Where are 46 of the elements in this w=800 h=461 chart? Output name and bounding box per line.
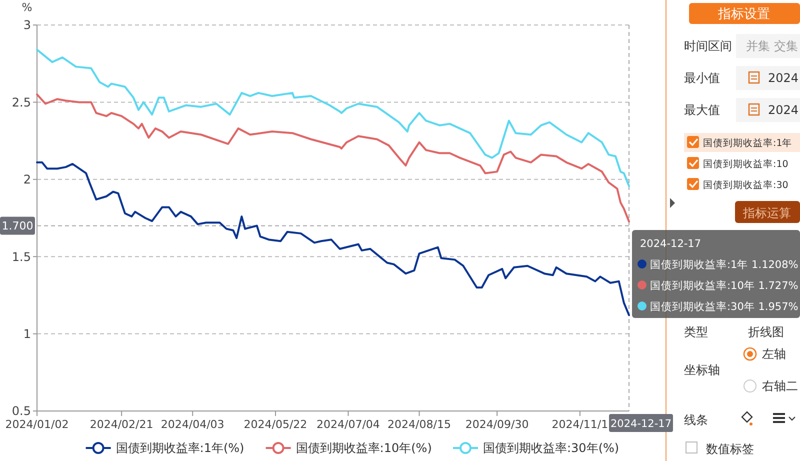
ref-line-label: 1.700 [2, 220, 34, 233]
text: 国债到期收益率:30 [703, 179, 788, 191]
x-tick-label: 2024/07/04 [316, 418, 380, 431]
x-tick-label: 2024/05/22 [244, 418, 308, 431]
text: 2024-12-17 [640, 238, 702, 250]
text: 国债到期收益率:30年 1.957% [650, 300, 798, 313]
text: 交集 [774, 39, 798, 53]
y-tick-label: 1.5 [12, 250, 31, 264]
x-tick-label: 2024/11/1 [552, 418, 608, 431]
y-axis-title: % [22, 1, 32, 14]
y-tick-label: 2.5 [12, 95, 31, 110]
line-series [36, 161, 630, 316]
x-tick-label: 2024/02/21 [90, 418, 154, 431]
text: 国债到期收益率:10 [703, 158, 788, 170]
text: 最大值 [684, 103, 720, 117]
y-tick-label: 0.5 [12, 404, 31, 418]
line-series [36, 48, 630, 188]
text: 指标设置 [717, 7, 770, 22]
legend-label: 国债到期收益率:1年(%) [116, 441, 244, 456]
ref-line-label: 2024-12-17 [610, 418, 672, 430]
x-tick-label: 2024/08/15 [388, 418, 451, 431]
text: 时间区间 [684, 39, 732, 53]
text: 数值标签 [706, 442, 754, 456]
x-tick-label: 2024/09/30 [465, 418, 529, 431]
text: 国债到期收益率:1年 1.1208% [650, 258, 798, 271]
y-tick-label: 1 [23, 327, 31, 341]
text: 指标运算 [742, 206, 791, 220]
text: 最小值 [684, 71, 720, 85]
y-tick-label: 3 [23, 18, 31, 32]
y-tick-label: 2 [23, 172, 31, 187]
text: 坐标轴 [684, 363, 720, 377]
line-series [36, 93, 630, 223]
text: 2024 [768, 103, 799, 117]
text: 国债到期收益率:10年 1.727% [650, 279, 798, 292]
text: 左轴 [762, 347, 786, 361]
legend-label: 国债到期收益率:30年(%) [483, 441, 620, 456]
x-tick-label: 2024/01/02 [5, 418, 69, 431]
legend-label: 国债到期收益率:10年(%) [296, 441, 432, 456]
text: 并集 [746, 39, 770, 53]
text: 国债到期收益率:1年 [703, 137, 792, 149]
text: 右轴二 [762, 379, 798, 393]
text: 折线图 [748, 325, 784, 339]
text: 类型 [684, 325, 708, 339]
text: 2024 [768, 71, 799, 85]
text: 线条 [684, 413, 708, 427]
x-tick-label: 2024/04/03 [160, 418, 224, 431]
